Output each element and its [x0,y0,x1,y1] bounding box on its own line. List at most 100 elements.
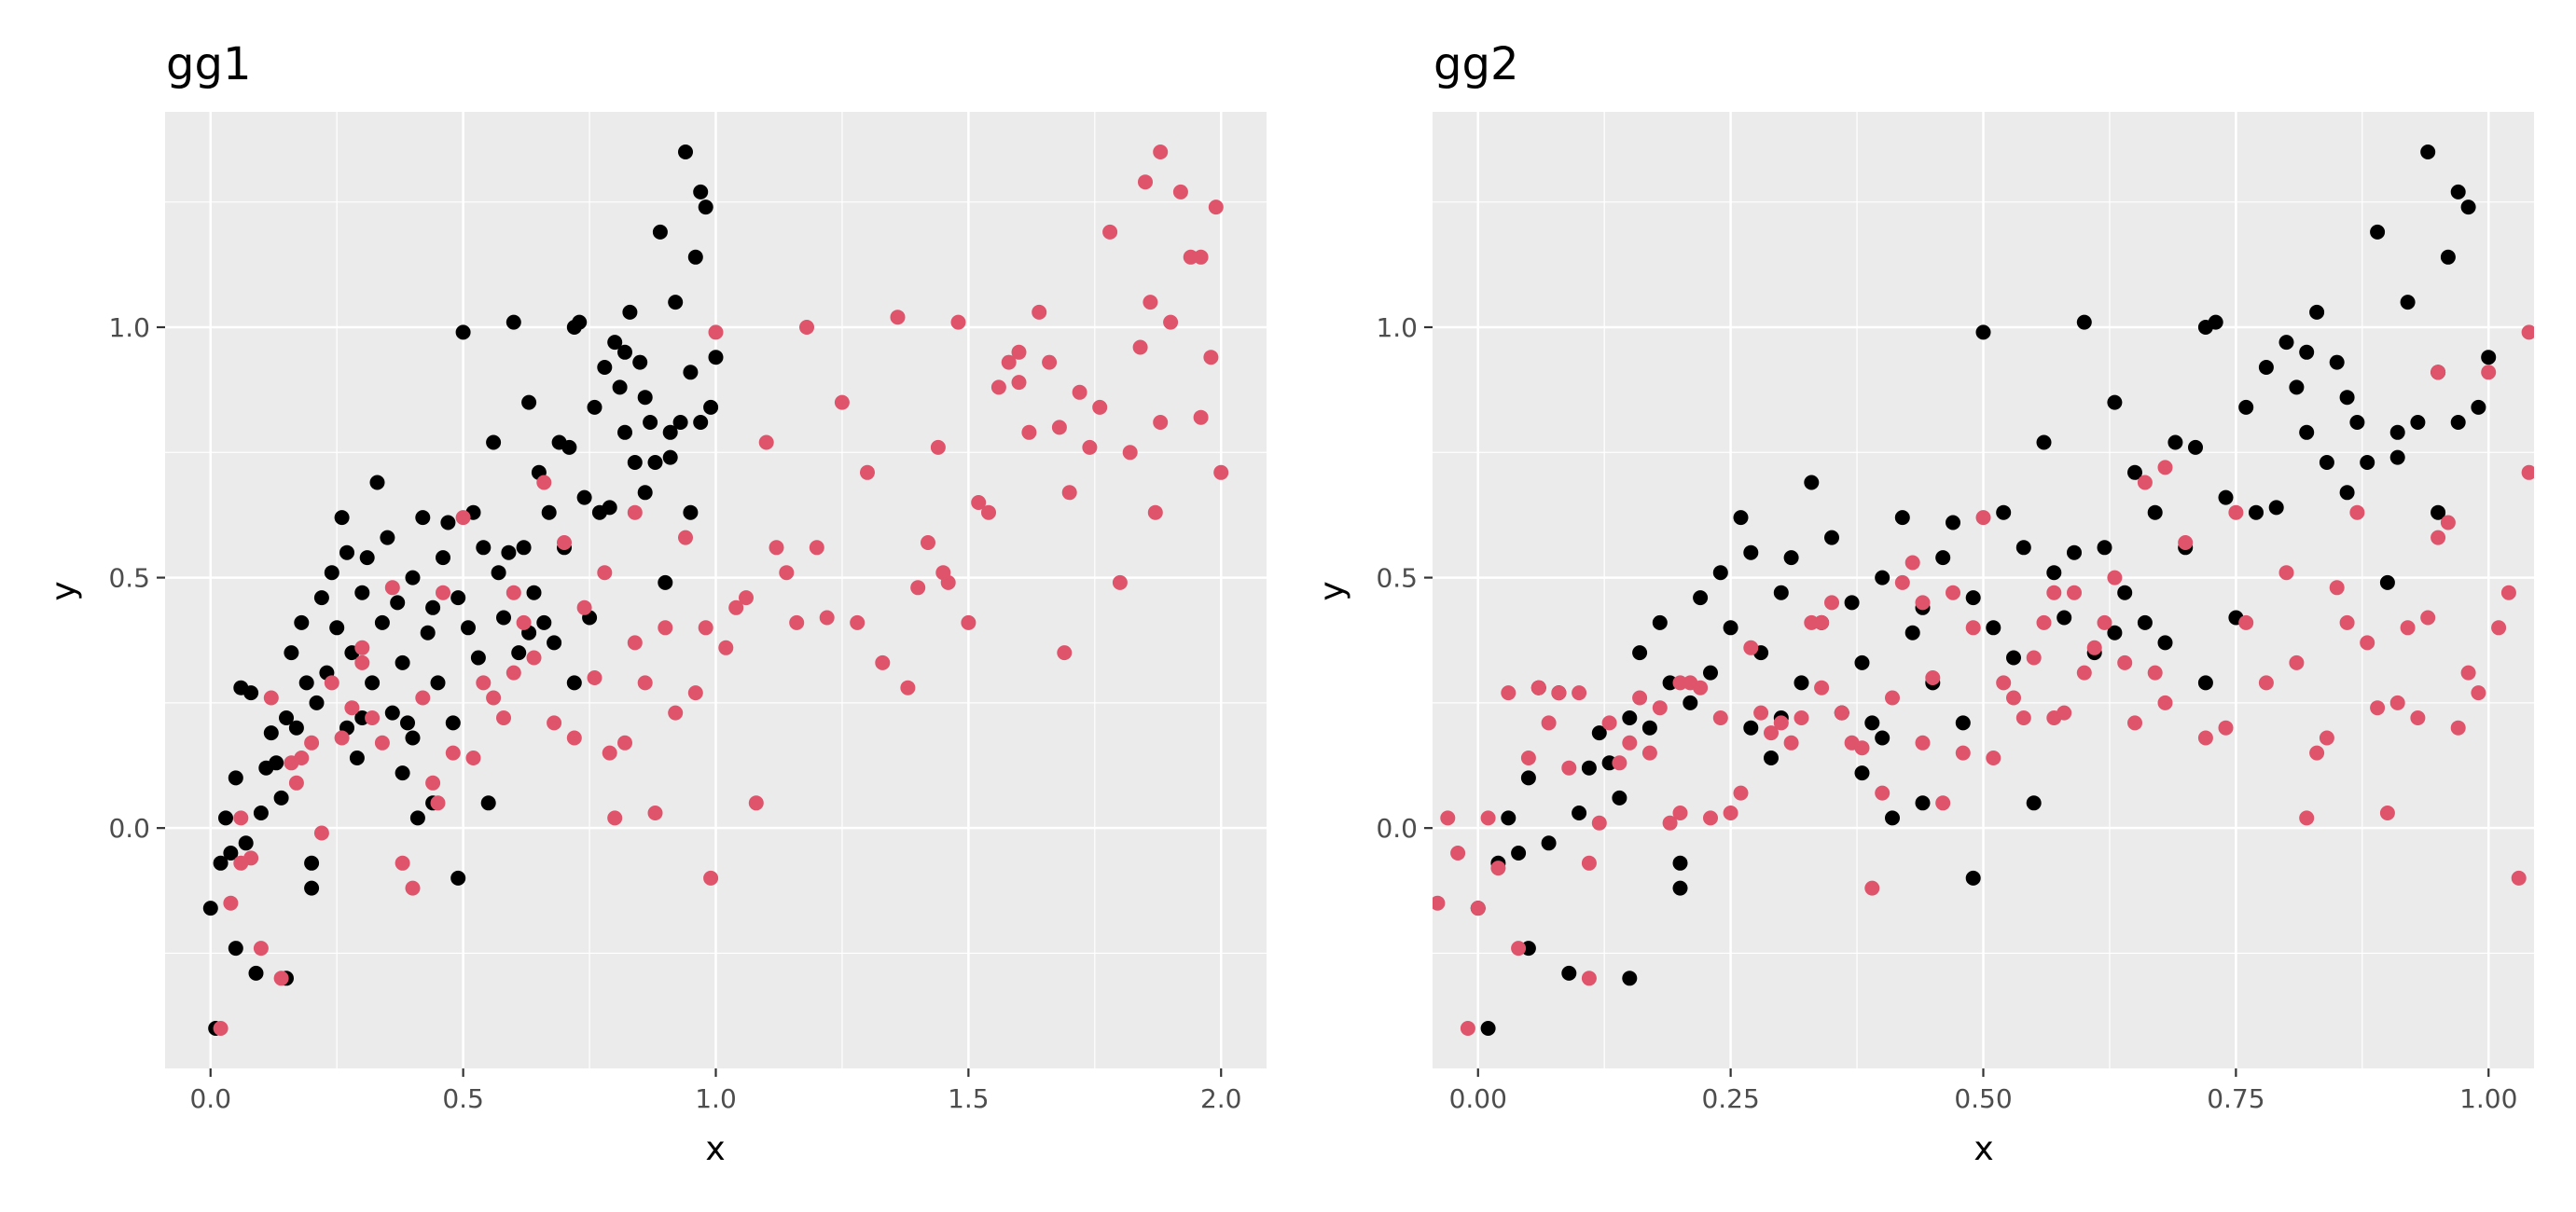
data-point [223,846,239,861]
data-point [354,585,370,600]
data-point [202,901,218,916]
data-point [465,751,481,765]
data-point [1764,725,1779,741]
data-point [769,540,784,556]
data-point [2339,390,2355,406]
data-point [1203,350,1219,365]
data-point [698,620,713,636]
scatter-plot-gg1: 0.0 0.5 1.0 1.5 2.0 0.0 0.5 1.0 gg1 x y [45,38,1267,1168]
data-point [1501,685,1517,701]
data-point [961,614,976,630]
data-point [354,640,370,655]
data-point [971,495,987,510]
data-point [2258,675,2274,691]
data-point [1132,339,1148,355]
data-point [1975,324,1991,340]
data-point [1965,590,1981,606]
data-point [1612,790,1627,806]
data-point [1511,846,1527,861]
data-point [436,550,450,566]
data-point [2309,304,2325,320]
x-tick-label: 0.5 [442,1083,484,1114]
data-point [617,424,632,440]
data-point [384,705,400,721]
data-point [455,510,471,526]
data-point [602,745,617,761]
data-point [218,810,233,826]
data-point [758,434,774,450]
data-point [1986,751,2001,765]
data-point [1163,314,1179,330]
data-point [253,806,269,820]
data-point [2410,710,2426,725]
data-point [2117,585,2133,600]
data-point [748,795,764,811]
data-point [2097,614,2112,630]
data-point [2046,585,2062,600]
data-point [445,745,461,761]
data-point [2379,574,2395,590]
data-point [1844,595,1860,611]
data-point [1147,504,1163,520]
data-point [395,654,410,670]
data-point [1854,765,1870,781]
data-point [597,565,613,581]
data-point [652,224,668,240]
data-point [1804,475,1820,490]
data-point [627,455,643,470]
data-point [430,795,446,811]
data-point [647,455,663,470]
data-point [516,540,532,556]
data-point [2289,654,2305,670]
data-point [1834,705,1849,721]
data-point [1581,855,1597,871]
data-point [1511,941,1527,957]
plot-title: gg1 [166,38,251,90]
data-point [374,614,390,630]
data-point [1153,415,1169,430]
data-point [1433,895,1446,911]
data-point [405,880,421,896]
data-point [1672,855,1688,871]
data-point [990,379,1006,395]
data-point [395,765,410,781]
data-point [2147,504,2163,520]
data-point [1138,174,1153,190]
data-point [284,645,299,661]
data-point [627,504,643,520]
data-point [263,690,279,706]
data-point [384,580,400,596]
data-point [900,680,916,696]
plot-area: 0.0 0.5 1.0 1.5 2.0 0.0 0.5 1.0 [108,112,1267,1114]
data-point [2249,504,2264,520]
data-point [2218,720,2234,736]
data-point [1965,620,1981,636]
data-point [1622,710,1638,725]
x-tick-label: 1.0 [695,1083,737,1114]
data-point [1712,710,1728,725]
data-point [1172,184,1188,200]
data-point [576,489,592,505]
data-point [506,314,521,330]
data-point [2450,415,2466,430]
data-point [288,720,304,736]
y-tick-label: 0.0 [1376,813,1418,844]
data-point [344,700,360,716]
data-point [470,650,486,666]
data-point [253,941,269,957]
data-point [1102,224,1118,240]
data-point [511,645,527,661]
data-point [2491,620,2507,636]
data-point [359,550,375,566]
data-point [1092,399,1108,415]
data-point [1153,145,1169,159]
data-point [1712,565,1728,581]
data-point [1622,735,1638,751]
data-point [678,530,693,545]
data-point [1591,815,1607,831]
data-point [637,390,653,406]
data-point [294,751,310,765]
data-point [455,324,471,340]
data-point [1632,645,1648,661]
data-point [2147,665,2163,681]
